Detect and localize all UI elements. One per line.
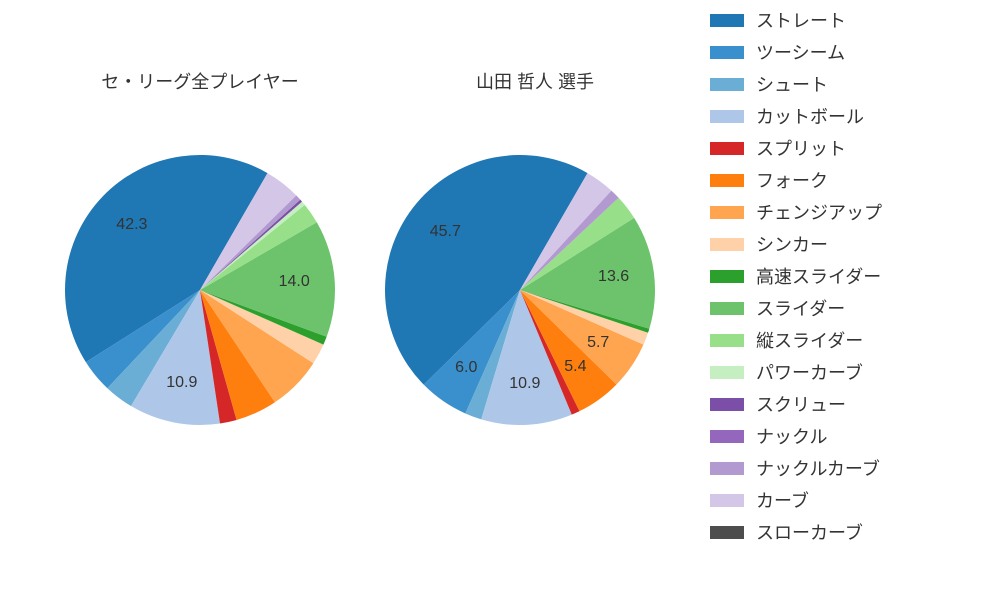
legend-swatch	[710, 174, 744, 187]
chart-area: セ・リーグ全プレイヤー 42.3 10.9 14.0 山田 哲人 選手 45.7 6.0 10…	[0, 0, 700, 600]
legend-label: フォーク	[756, 167, 828, 193]
legend-label: スライダー	[756, 295, 845, 321]
slice-label: 14.0	[279, 273, 310, 291]
legend-swatch	[710, 334, 744, 347]
legend-label: スクリュー	[756, 391, 846, 417]
legend-label: シュート	[756, 71, 828, 97]
legend: ストレートツーシームシュートカットボールスプリットフォークチェンジアップシンカー…	[710, 0, 990, 548]
chart-title-1: 山田 哲人 選手	[395, 68, 675, 94]
legend-item: パワーカーブ	[710, 356, 990, 388]
legend-label: 縦スライダー	[756, 327, 863, 353]
legend-item: スライダー	[710, 292, 990, 324]
legend-label: パワーカーブ	[756, 359, 863, 385]
legend-label: シンカー	[756, 231, 828, 257]
legend-swatch	[710, 526, 744, 539]
legend-swatch	[710, 142, 744, 155]
slice-label: 42.3	[116, 216, 147, 234]
legend-label: ナックルカーブ	[756, 455, 880, 481]
legend-label: カットボール	[756, 103, 864, 129]
legend-item: シュート	[710, 68, 990, 100]
legend-item: スローカーブ	[710, 516, 990, 548]
legend-swatch	[710, 78, 744, 91]
legend-item: ストレート	[710, 4, 990, 36]
legend-item: 高速スライダー	[710, 260, 990, 292]
legend-label: スローカーブ	[756, 519, 863, 545]
legend-swatch	[710, 302, 744, 315]
legend-label: ナックル	[756, 423, 827, 449]
legend-label: チェンジアップ	[756, 199, 882, 225]
legend-label: 高速スライダー	[756, 263, 881, 289]
legend-swatch	[710, 206, 744, 219]
legend-item: スプリット	[710, 132, 990, 164]
slice-label: 45.7	[430, 223, 461, 241]
legend-swatch	[710, 494, 744, 507]
legend-item: チェンジアップ	[710, 196, 990, 228]
legend-swatch	[710, 46, 744, 59]
legend-swatch	[710, 110, 744, 123]
slice-label: 10.9	[166, 374, 197, 392]
legend-swatch	[710, 430, 744, 443]
slice-label: 10.9	[509, 375, 540, 393]
legend-swatch	[710, 398, 744, 411]
legend-item: ナックル	[710, 420, 990, 452]
legend-item: ナックルカーブ	[710, 452, 990, 484]
legend-label: カーブ	[756, 487, 809, 513]
legend-item: フォーク	[710, 164, 990, 196]
legend-label: ツーシーム	[756, 39, 845, 65]
legend-item: スクリュー	[710, 388, 990, 420]
legend-swatch	[710, 270, 744, 283]
legend-swatch	[710, 14, 744, 27]
legend-label: スプリット	[756, 135, 846, 161]
slice-label: 13.6	[598, 268, 629, 286]
legend-item: 縦スライダー	[710, 324, 990, 356]
slice-label: 5.7	[587, 334, 609, 352]
slice-label: 5.4	[564, 358, 586, 376]
legend-swatch	[710, 366, 744, 379]
legend-item: シンカー	[710, 228, 990, 260]
legend-item: ツーシーム	[710, 36, 990, 68]
legend-label: ストレート	[756, 7, 846, 33]
legend-swatch	[710, 238, 744, 251]
legend-item: カットボール	[710, 100, 990, 132]
chart-title-0: セ・リーグ全プレイヤー	[60, 68, 340, 94]
slice-label: 6.0	[455, 359, 477, 377]
legend-swatch	[710, 462, 744, 475]
legend-item: カーブ	[710, 484, 990, 516]
